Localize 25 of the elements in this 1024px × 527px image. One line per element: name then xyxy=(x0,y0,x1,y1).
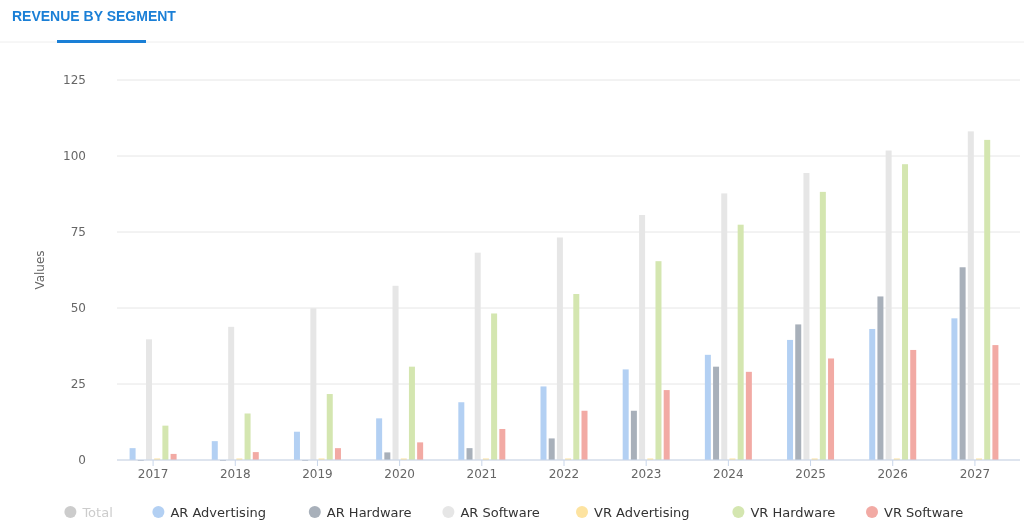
y-tick-label: 50 xyxy=(70,301,86,315)
x-tick-label: 2023 xyxy=(630,467,662,481)
x-tick-label: 2027 xyxy=(959,467,991,481)
y-tick-label: 100 xyxy=(63,149,86,163)
x-tick-label: 2020 xyxy=(384,467,415,481)
legend-label: VR Hardware xyxy=(750,505,836,520)
y-tick-label: 125 xyxy=(63,73,86,87)
legend-label: AR Software xyxy=(460,505,540,520)
x-tick-label: 2024 xyxy=(713,467,744,481)
y-axis-title: Values xyxy=(33,250,47,290)
x-tick-label: 2019 xyxy=(302,467,333,481)
x-tick-label: 2017 xyxy=(137,467,169,481)
x-tick-label: 2025 xyxy=(795,467,826,481)
y-tick-label: 75 xyxy=(70,225,86,239)
legend-label: VR Advertising xyxy=(594,505,690,520)
x-tick-label: 2026 xyxy=(877,467,908,481)
x-tick-label: 2018 xyxy=(220,467,251,481)
legend-label: VR Software xyxy=(884,505,964,520)
x-tick-label: 2022 xyxy=(548,467,580,481)
legend-label: AR Hardware xyxy=(326,505,412,520)
chart-title: REVENUE BY SEGMENT xyxy=(12,8,177,24)
legend-label: AR Advertising xyxy=(170,505,267,520)
y-tick-label: 25 xyxy=(70,377,86,391)
y-tick-label: 0 xyxy=(78,453,86,467)
x-tick-label: 2021 xyxy=(466,467,498,481)
